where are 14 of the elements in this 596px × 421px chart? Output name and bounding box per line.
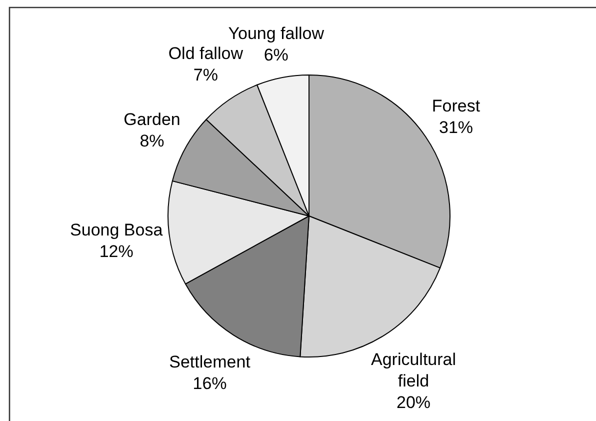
data-label: 8% bbox=[140, 131, 164, 150]
data-label: 6% bbox=[264, 45, 288, 64]
slice-label: Old fallow bbox=[168, 44, 244, 64]
data-label: 7% bbox=[193, 66, 218, 85]
slice-label: Suong Bosa bbox=[70, 220, 164, 240]
data-label: 12% bbox=[99, 242, 134, 262]
slice-label: Garden bbox=[124, 110, 180, 129]
slice-label: Forest bbox=[432, 96, 480, 116]
slice-label: Settlement bbox=[169, 352, 251, 372]
slice-label: Agricultural field bbox=[371, 350, 456, 391]
data-label: 20% bbox=[396, 393, 431, 412]
slice-label: Young fallow bbox=[228, 24, 325, 43]
data-label: 16% bbox=[192, 374, 227, 394]
data-label: 31% bbox=[438, 118, 474, 137]
